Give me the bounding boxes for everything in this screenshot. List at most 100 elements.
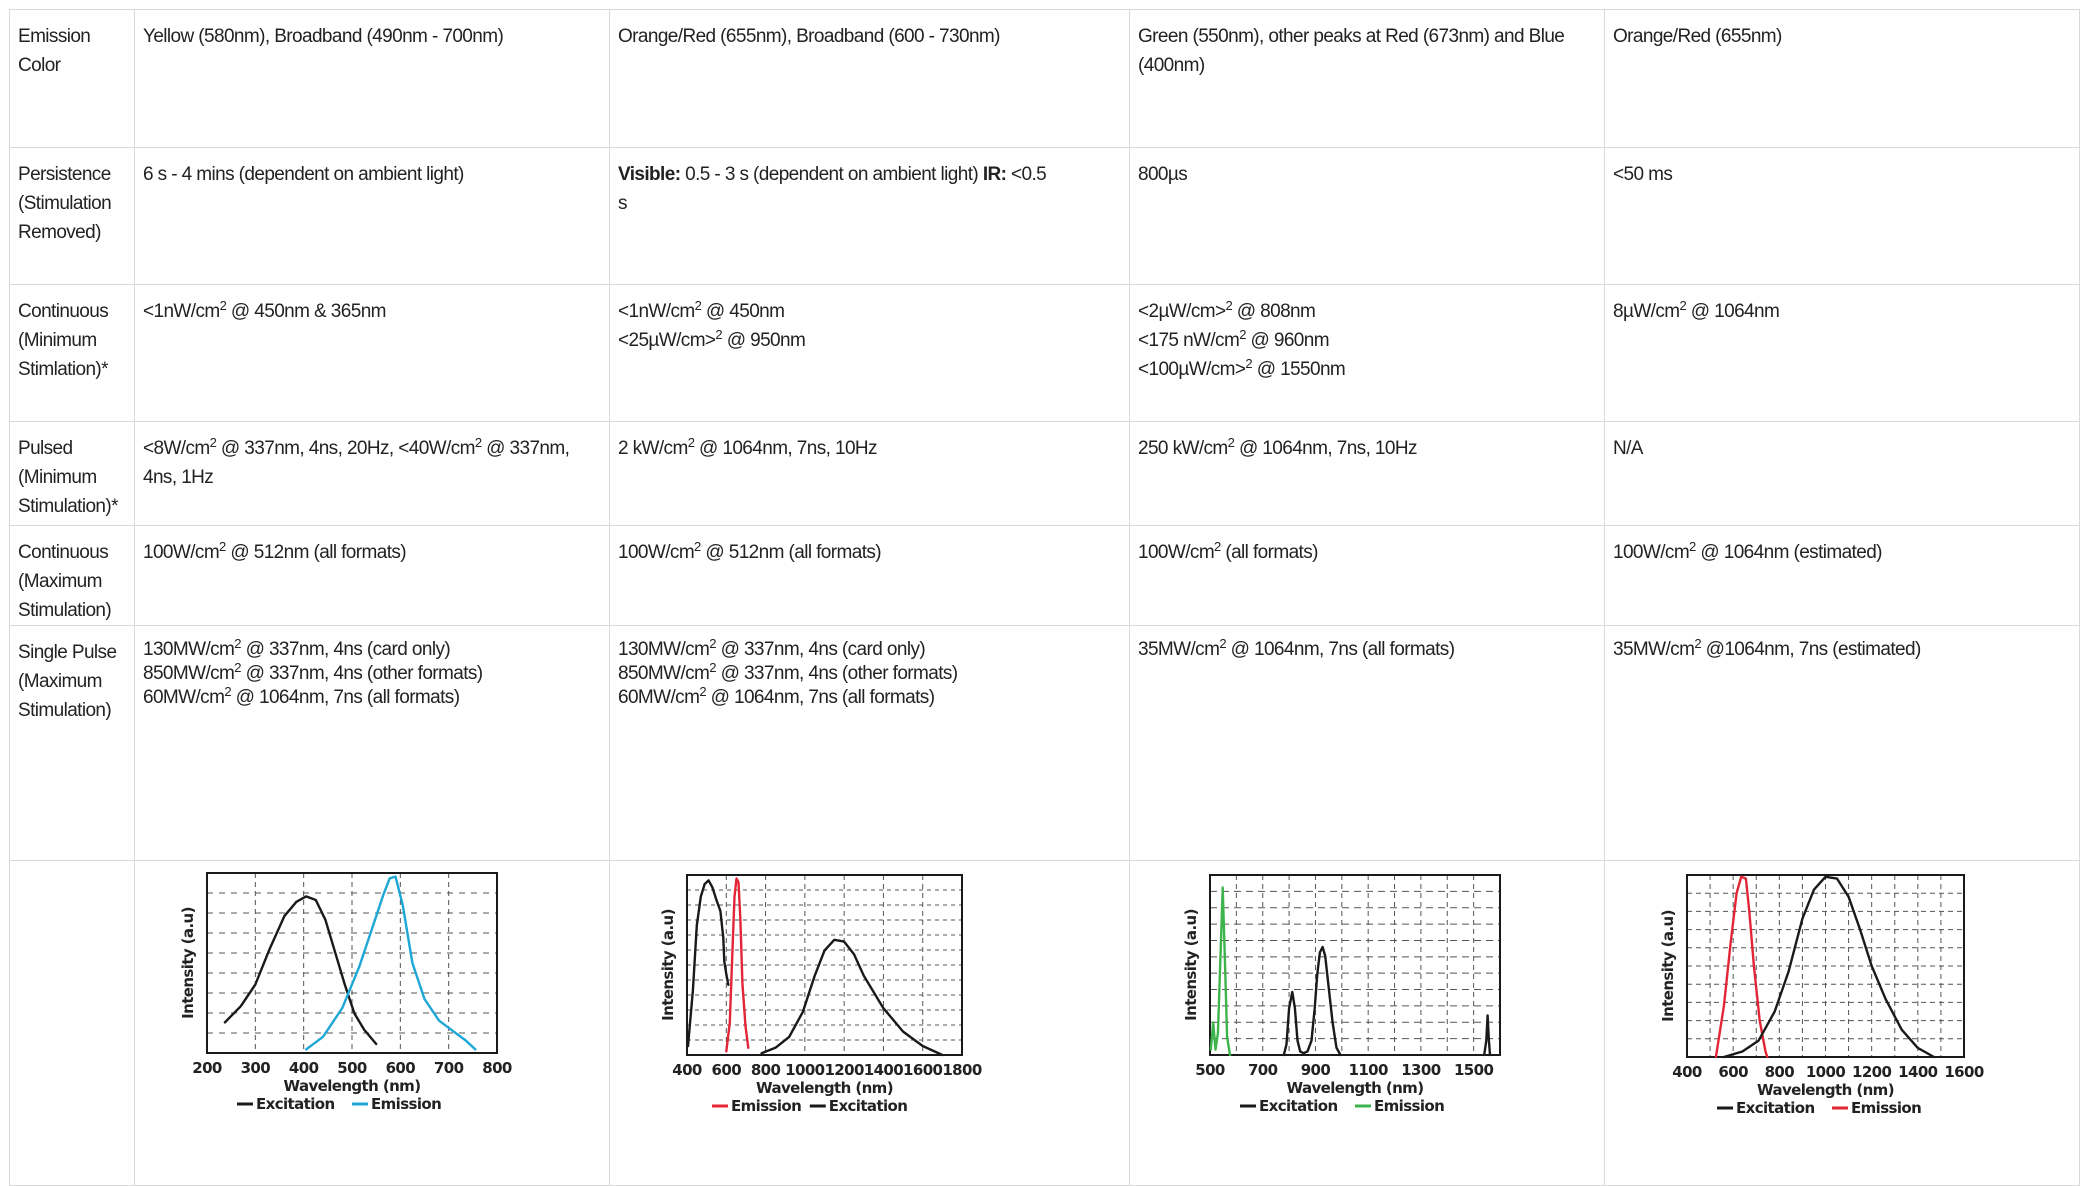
chart-legend: Emission Excitation: [712, 1097, 908, 1115]
superscript: 2: [1689, 539, 1696, 554]
cell-line: Yellow (580nm), Broadband (490nm - 700nm…: [143, 22, 601, 51]
value-cell: 100W/cm2 @ 1064nm (estimated): [1604, 525, 2080, 626]
text-run: @ 450nm & 365nm: [226, 301, 387, 322]
superscript: 2: [709, 660, 716, 675]
plot-frame: [686, 874, 963, 1056]
text-run: @ 512nm (all formats): [225, 542, 406, 563]
y-axis-label: Intensity (a.u): [179, 907, 197, 1019]
value-cell: 100W/cm2 @ 512nm (all formats): [609, 525, 1130, 626]
value-cell: <50 ms: [1604, 147, 2080, 285]
cell-line: <1nW/cm2 @ 450nm: [618, 297, 1121, 326]
text-run: <1nW/cm: [618, 301, 695, 322]
text-run: 130MW/cm: [143, 639, 235, 660]
x-tick-label: 300: [241, 1059, 271, 1077]
text-run: Green (550nm), other peaks at Red (673nm…: [1138, 26, 1565, 47]
text-run: @ 337nm, 4ns (card only): [715, 639, 926, 660]
text-run: (all formats): [1220, 542, 1318, 563]
text-run: 60MW/cm: [143, 687, 225, 708]
text-run: 2 kW/cm: [618, 438, 688, 459]
text-run: @ 950nm: [722, 330, 806, 351]
value-cell: Orange/Red (655nm), Broadband (600 - 730…: [609, 9, 1130, 148]
row-label-line: Pulsed: [18, 438, 73, 459]
superscript: 2: [1245, 356, 1253, 371]
specification-table-body: Emission Color Yellow (580nm), Broadband (…: [9, 9, 2080, 1186]
chart-grid: [207, 873, 497, 1053]
row-label: Emission Color: [9, 9, 135, 148]
x-tick-label: 1100: [1349, 1061, 1389, 1079]
text-run: 800µs: [1138, 164, 1188, 185]
x-tick-label: 900: [1301, 1061, 1331, 1079]
legend-label-emission: Emission: [1851, 1099, 1921, 1117]
value-cell: Orange/Red (655nm): [1604, 9, 2080, 148]
x-tick-label: 500: [1195, 1061, 1225, 1079]
row-label-line: Stimulation): [18, 700, 112, 721]
value-cell: 250 kW/cm2 @ 1064nm, 7ns, 10Hz: [1129, 421, 1605, 526]
text-run: 8µW/cm: [1613, 301, 1680, 322]
x-tick-label: 500: [337, 1059, 367, 1077]
legend-label-excitation: Excitation: [256, 1095, 335, 1113]
cell-line: 130MW/cm2 @ 337nm, 4ns (card only): [618, 637, 1121, 662]
value-cell: <1nW/cm2 @ 450nm & 365nm: [134, 284, 610, 422]
x-tick-label: 400: [672, 1061, 702, 1079]
row-label-line: (Maximum: [18, 571, 102, 592]
x-tick-label: 700: [1248, 1061, 1278, 1079]
cell-line: N/A: [1613, 434, 2071, 463]
value-cell: Visible: 0.5 - 3 s (dependent on ambient…: [609, 147, 1130, 285]
text-run: <25µW/cm>: [618, 330, 716, 351]
x-tick-label: 400: [289, 1059, 319, 1077]
row-single-pulse-maximum: Single Pulse (Maximum Stimulation) 130MW/cm…: [9, 625, 2080, 861]
text-run: @ 1064nm (estimated): [1695, 542, 1882, 563]
cell-line: <1nW/cm2 @ 450nm & 365nm: [143, 297, 601, 326]
row-label-line: Persistence: [18, 164, 111, 185]
cell-line: Visible: 0.5 - 3 s (dependent on ambient…: [618, 160, 1121, 189]
row-persistence: Persistence (Stimulation Removed) 6 s - 4 m…: [9, 147, 2080, 285]
series-line-excitation: [760, 938, 944, 1057]
cell-line: 8µW/cm2 @ 1064nm: [1613, 297, 2071, 326]
x-tick-label: 1600: [903, 1061, 943, 1079]
text-run: @ 1064nm, 7ns (all formats): [705, 687, 935, 708]
x-tick-label: 400: [1672, 1063, 1702, 1081]
value-cell: 100W/cm2 @ 512nm (all formats): [134, 525, 610, 626]
x-tick-label: 1300: [1401, 1061, 1441, 1079]
text-run: @ 337nm,: [481, 438, 570, 459]
text-run: 130MW/cm: [618, 639, 710, 660]
superscript: 2: [1694, 636, 1701, 651]
spectrum-chart-svg: 400 600 800 1000 1200 1400 1600 1800 Wavelength …: [659, 874, 982, 1115]
row-label-line: Continuous: [18, 301, 109, 322]
text-run: @ 1064nm, 7ns, 10Hz: [694, 438, 878, 459]
row-label-line: Stimlation)*: [18, 359, 109, 380]
row-continuous-maximum: Continuous (Maximum Stimulation) 100W/cm2 @…: [9, 525, 2080, 626]
series-line-excitation: [223, 895, 378, 1046]
cell-line: 100W/cm2 (all formats): [1138, 538, 1596, 567]
cell-line: <100µW/cm>2 @ 1550nm: [1138, 355, 1596, 384]
value-cell: 35MW/cm2 @ 1064nm, 7ns (all formats): [1129, 625, 1605, 861]
cell-line: Green (550nm), other peaks at Red (673nm…: [1138, 22, 1596, 51]
text-run: s: [618, 193, 628, 214]
value-cell: 6 s - 4 mins (dependent on ambient light…: [134, 147, 610, 285]
text-run: Yellow (580nm), Broadband (490nm - 700nm…: [143, 26, 504, 47]
x-tick-label: 1200: [1852, 1063, 1892, 1081]
series-line-emission: [1714, 875, 1769, 1059]
row-label: Continuous (Maximum Stimulation): [9, 525, 135, 626]
spectrum-chart: 400 600 800 1000 1200 1400 1600 Wavelength (nm)…: [1645, 871, 1994, 1129]
x-tick-label: 1000: [785, 1061, 825, 1079]
text-run: 100W/cm: [143, 542, 220, 563]
superscript: 2: [687, 435, 695, 450]
superscript: 2: [219, 298, 227, 313]
text-run: @ 960nm: [1245, 330, 1330, 351]
text-run: @ 808nm: [1232, 301, 1316, 322]
cell-line: 100W/cm2 @ 1064nm (estimated): [1613, 538, 2071, 567]
text-run: 850MW/cm: [143, 663, 235, 684]
x-tick-label: 600: [712, 1061, 742, 1079]
text-run: 250 kW/cm: [1138, 438, 1228, 459]
superscript: 2: [474, 435, 482, 450]
text-run: 100W/cm: [1138, 542, 1215, 563]
spectrum-chart: 400 600 800 1000 1200 1400 1600 1800 Wavelength …: [645, 871, 992, 1127]
text-run: @1064nm, 7ns (estimated): [1700, 639, 1922, 660]
spectrum-chart-svg: 200 300 400 500 600 700 800 Wavelength (nm) Inte…: [179, 872, 513, 1113]
x-tick-label: 800: [751, 1061, 781, 1079]
x-tick-label: 1500: [1454, 1061, 1494, 1079]
cell-line: 6 s - 4 mins (dependent on ambient light…: [143, 160, 601, 189]
text-run: 35MW/cm: [1613, 639, 1695, 660]
superscript: 2: [1214, 539, 1221, 554]
